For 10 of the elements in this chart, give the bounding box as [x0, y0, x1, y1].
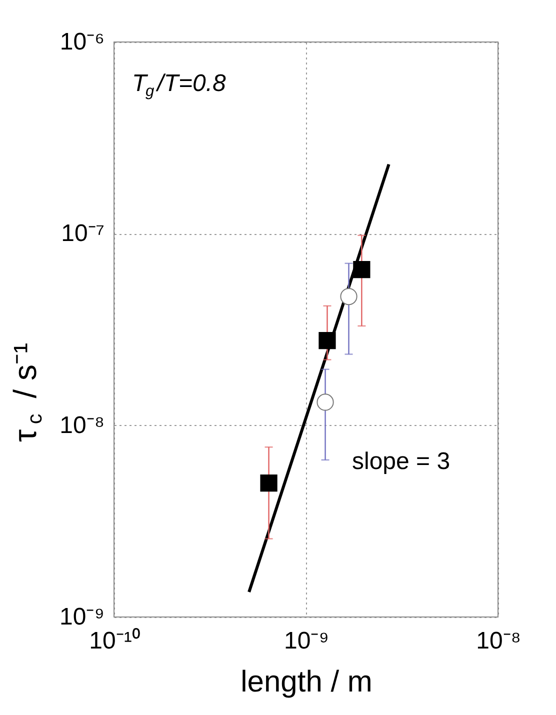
x-axis-title: length / m: [240, 666, 372, 698]
y-tick-label: 10⁻⁶: [60, 28, 104, 56]
y-tick-label: 10⁻⁷: [61, 220, 104, 248]
y-tick-label: 10⁻⁹: [60, 604, 104, 630]
y-axis-title: τc / s⁻¹: [7, 342, 47, 442]
x-tick-label: 10⁻¹⁰: [89, 628, 140, 654]
x-tick-label: 10⁻⁹: [284, 628, 329, 654]
annotation: slope = 3: [352, 448, 450, 475]
y-tick-label: 10⁻⁸: [60, 412, 104, 439]
x-tick-label: 10⁻⁸: [476, 628, 521, 654]
